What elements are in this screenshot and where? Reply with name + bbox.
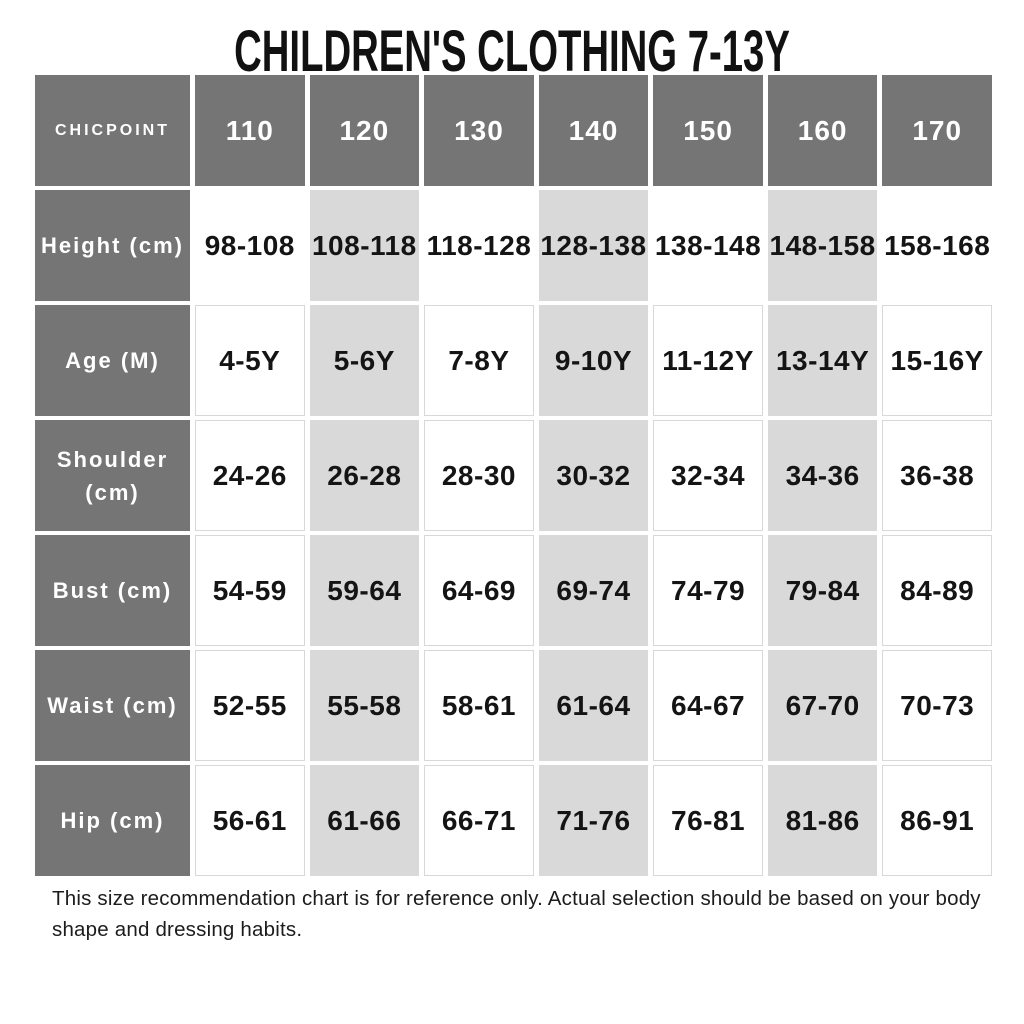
- size-header-cell: 160: [767, 75, 878, 186]
- row-label-cell: Height (cm): [35, 190, 190, 301]
- value-cell: 54-59: [195, 535, 305, 646]
- value-cell: 5-6Y: [309, 305, 420, 416]
- title-container: CHILDREN'S CLOTHING 7-13Y: [0, 18, 1024, 85]
- value-cell: 61-66: [309, 765, 420, 876]
- row-label-cell: Bust (cm): [35, 535, 190, 646]
- size-header-cell: 130: [424, 75, 534, 186]
- value-cell: 76-81: [653, 765, 763, 876]
- size-header-cell: 140: [538, 75, 649, 186]
- row-label-cell: Age (M): [35, 305, 190, 416]
- value-cell: 28-30: [424, 420, 534, 531]
- value-cell: 148-158: [767, 190, 878, 301]
- size-header-cell: 170: [882, 75, 992, 186]
- value-cell: 52-55: [195, 650, 305, 761]
- value-cell: 98-108: [195, 190, 305, 301]
- value-cell: 79-84: [767, 535, 878, 646]
- row-label-cell: Hip (cm): [35, 765, 190, 876]
- value-cell: 11-12Y: [653, 305, 763, 416]
- row-label-cell: Waist (cm): [35, 650, 190, 761]
- size-header-cell: 120: [309, 75, 420, 186]
- value-cell: 84-89: [882, 535, 992, 646]
- value-cell: 58-61: [424, 650, 534, 761]
- value-cell: 30-32: [538, 420, 649, 531]
- value-cell: 86-91: [882, 765, 992, 876]
- value-cell: 66-71: [424, 765, 534, 876]
- value-cell: 158-168: [882, 190, 992, 301]
- value-cell: 24-26: [195, 420, 305, 531]
- value-cell: 69-74: [538, 535, 649, 646]
- value-cell: 13-14Y: [767, 305, 878, 416]
- value-cell: 4-5Y: [195, 305, 305, 416]
- value-cell: 15-16Y: [882, 305, 992, 416]
- value-cell: 32-34: [653, 420, 763, 531]
- size-header-cell: 110: [195, 75, 305, 186]
- value-cell: 138-148: [653, 190, 763, 301]
- row-label-cell: Shoulder (cm): [35, 420, 190, 531]
- value-cell: 70-73: [882, 650, 992, 761]
- value-cell: 61-64: [538, 650, 649, 761]
- footer-note: This size recommendation chart is for re…: [52, 887, 981, 941]
- value-cell: 26-28: [309, 420, 420, 531]
- value-cell: 64-69: [424, 535, 534, 646]
- value-cell: 128-138: [538, 190, 649, 301]
- value-cell: 36-38: [882, 420, 992, 531]
- value-cell: 67-70: [767, 650, 878, 761]
- value-cell: 34-36: [767, 420, 878, 531]
- value-cell: 118-128: [424, 190, 534, 301]
- value-cell: 108-118: [309, 190, 420, 301]
- value-cell: 81-86: [767, 765, 878, 876]
- size-chart-table: CHICPOINT 110 120 130 140 150 160 170 Height (cm…: [35, 75, 992, 876]
- value-cell: 64-67: [653, 650, 763, 761]
- value-cell: 71-76: [538, 765, 649, 876]
- value-cell: 59-64: [309, 535, 420, 646]
- size-header-cell: 150: [653, 75, 763, 186]
- value-cell: 7-8Y: [424, 305, 534, 416]
- value-cell: 55-58: [309, 650, 420, 761]
- value-cell: 74-79: [653, 535, 763, 646]
- page-title: CHILDREN'S CLOTHING 7-13Y: [234, 19, 790, 84]
- brand-cell: CHICPOINT: [35, 75, 190, 186]
- value-cell: 9-10Y: [538, 305, 649, 416]
- value-cell: 56-61: [195, 765, 305, 876]
